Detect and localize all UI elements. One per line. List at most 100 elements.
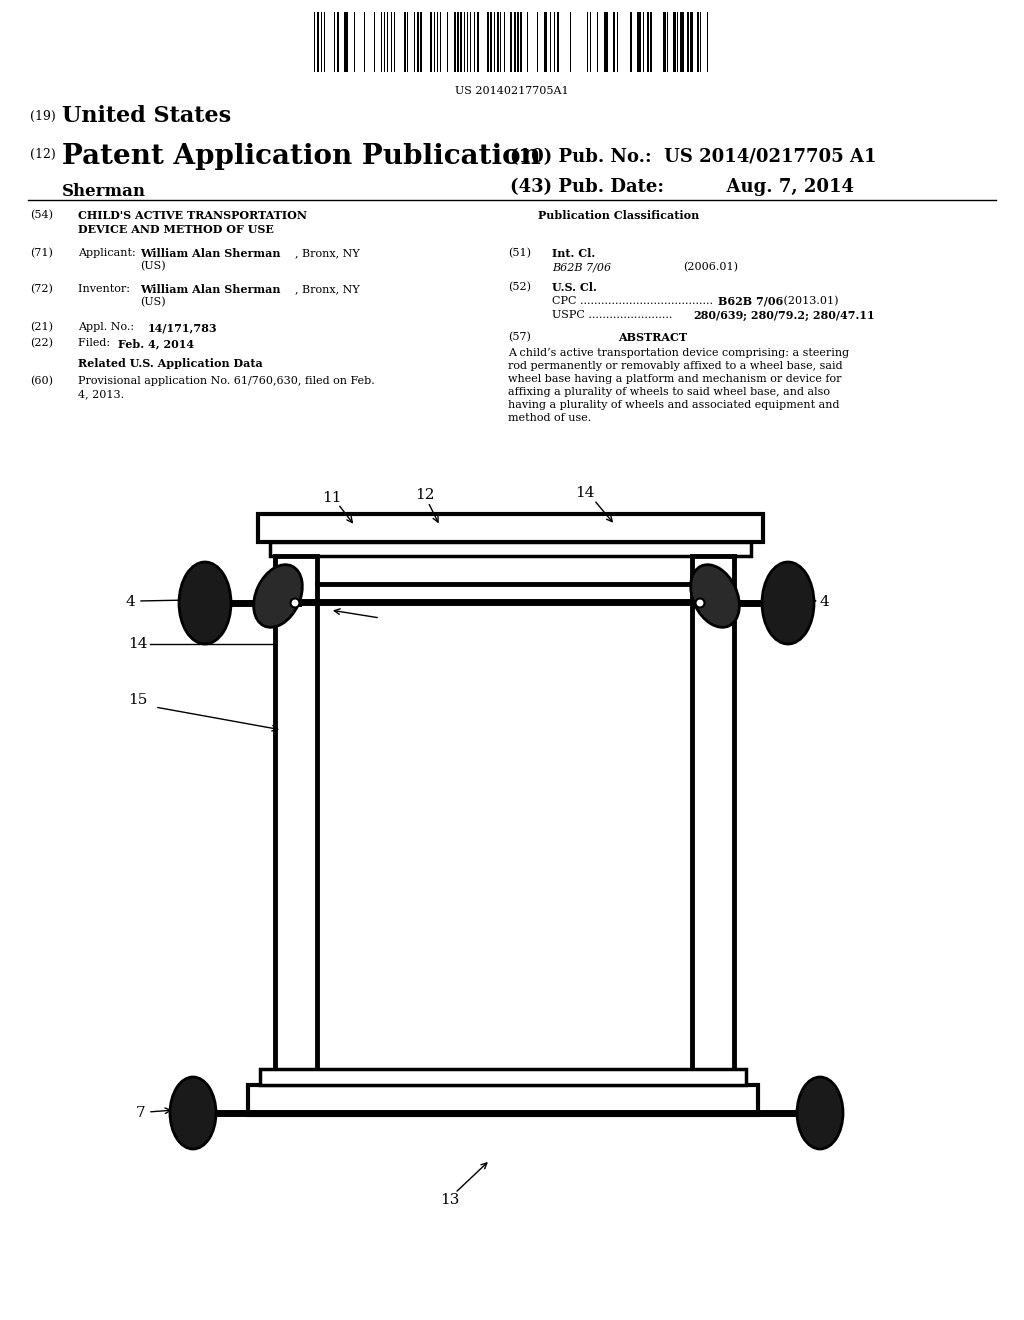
Text: (22): (22) bbox=[30, 338, 53, 348]
Text: CHILD'S ACTIVE TRANSPORTATION: CHILD'S ACTIVE TRANSPORTATION bbox=[78, 210, 307, 220]
Bar bbox=[434, 12, 435, 73]
Text: (54): (54) bbox=[30, 210, 53, 220]
Text: Int. Cl.: Int. Cl. bbox=[552, 248, 595, 259]
Text: 13: 13 bbox=[440, 1193, 460, 1206]
Text: rod permanently or removably affixed to a wheel base, said: rod permanently or removably affixed to … bbox=[508, 360, 843, 371]
Bar bbox=[394, 12, 395, 73]
Bar bbox=[437, 12, 438, 73]
Bar bbox=[270, 543, 751, 556]
Text: 7: 7 bbox=[831, 1106, 842, 1119]
Text: (43) Pub. Date:          Aug. 7, 2014: (43) Pub. Date: Aug. 7, 2014 bbox=[510, 178, 854, 197]
Bar bbox=[344, 12, 347, 73]
Bar bbox=[707, 12, 708, 73]
Bar bbox=[514, 12, 516, 73]
Ellipse shape bbox=[762, 562, 814, 644]
Text: (19): (19) bbox=[30, 110, 55, 123]
Bar bbox=[334, 12, 335, 73]
Bar bbox=[544, 12, 547, 73]
Bar bbox=[487, 12, 488, 73]
Text: (2006.01): (2006.01) bbox=[683, 261, 738, 272]
Bar bbox=[474, 12, 475, 73]
Text: Publication Classification: Publication Classification bbox=[538, 210, 699, 220]
Text: 4: 4 bbox=[125, 595, 135, 609]
Bar bbox=[692, 556, 734, 1088]
Bar bbox=[364, 12, 366, 73]
Bar bbox=[347, 12, 348, 73]
Text: , Bronx, NY: , Bronx, NY bbox=[295, 248, 359, 257]
Text: (60): (60) bbox=[30, 376, 53, 387]
Bar bbox=[520, 12, 522, 73]
Text: A child’s active transportation device comprising: a steering: A child’s active transportation device c… bbox=[508, 348, 849, 358]
Text: Provisional application No. 61/760,630, filed on Feb.: Provisional application No. 61/760,630, … bbox=[78, 376, 375, 385]
Bar bbox=[324, 12, 326, 73]
Text: (US): (US) bbox=[140, 261, 166, 272]
Text: 11: 11 bbox=[322, 491, 341, 506]
Bar bbox=[497, 12, 499, 73]
Bar bbox=[677, 12, 678, 73]
Bar bbox=[554, 12, 555, 73]
Bar bbox=[430, 12, 432, 73]
Text: having a plurality of wheels and associated equipment and: having a plurality of wheels and associa… bbox=[508, 400, 840, 411]
Bar bbox=[490, 12, 493, 73]
Text: William Alan Sherman: William Alan Sherman bbox=[140, 284, 281, 294]
Text: affixing a plurality of wheels to said wheel base, and also: affixing a plurality of wheels to said w… bbox=[508, 387, 830, 397]
Text: William Alan Sherman: William Alan Sherman bbox=[140, 248, 281, 259]
Text: 14: 14 bbox=[128, 638, 148, 651]
Text: (US): (US) bbox=[140, 297, 166, 308]
Bar bbox=[607, 12, 608, 73]
Text: Feb. 4, 2014: Feb. 4, 2014 bbox=[118, 338, 195, 348]
Text: B62B 7/06: B62B 7/06 bbox=[718, 296, 783, 308]
Bar bbox=[664, 12, 667, 73]
Text: (71): (71) bbox=[30, 248, 53, 259]
Text: Related U.S. Application Data: Related U.S. Application Data bbox=[78, 358, 263, 370]
Ellipse shape bbox=[797, 1077, 843, 1148]
Bar bbox=[603, 12, 606, 73]
Text: 7: 7 bbox=[135, 1106, 145, 1119]
Text: Sherman: Sherman bbox=[62, 183, 146, 201]
Bar bbox=[504, 12, 505, 73]
Bar bbox=[461, 12, 462, 73]
Bar bbox=[650, 12, 652, 73]
Text: ; 280/79.2; 280/47.11: ; 280/79.2; 280/47.11 bbox=[743, 310, 874, 321]
Bar bbox=[457, 12, 459, 73]
Bar bbox=[454, 12, 456, 73]
Text: DEVICE AND METHOD OF USE: DEVICE AND METHOD OF USE bbox=[78, 224, 273, 235]
Text: (57): (57) bbox=[508, 333, 530, 342]
Text: 4, 2013.: 4, 2013. bbox=[78, 389, 124, 399]
Text: CPC ......................................: CPC ....................................… bbox=[552, 296, 713, 306]
Bar bbox=[321, 12, 323, 73]
Bar bbox=[613, 12, 615, 73]
Text: (51): (51) bbox=[508, 248, 531, 259]
Bar bbox=[403, 12, 406, 73]
Bar bbox=[587, 12, 588, 73]
Text: 4: 4 bbox=[820, 595, 829, 609]
Text: (21): (21) bbox=[30, 322, 53, 333]
Ellipse shape bbox=[291, 598, 299, 607]
Text: 14: 14 bbox=[575, 486, 595, 500]
Text: Inventor:: Inventor: bbox=[78, 284, 137, 294]
Bar bbox=[337, 12, 339, 73]
Text: (52): (52) bbox=[508, 282, 531, 292]
Text: (12): (12) bbox=[30, 148, 55, 161]
Bar bbox=[421, 12, 422, 73]
Bar bbox=[275, 556, 317, 1088]
Text: Filed:: Filed: bbox=[78, 338, 128, 348]
Text: (72): (72) bbox=[30, 284, 53, 294]
Text: US 20140217705A1: US 20140217705A1 bbox=[456, 86, 568, 96]
Bar bbox=[537, 12, 539, 73]
Bar bbox=[381, 12, 382, 73]
Bar bbox=[260, 1069, 746, 1085]
Text: (10) Pub. No.:  US 2014/0217705 A1: (10) Pub. No.: US 2014/0217705 A1 bbox=[510, 148, 877, 166]
Bar bbox=[647, 12, 649, 73]
Bar bbox=[680, 12, 683, 73]
Bar bbox=[494, 12, 496, 73]
Ellipse shape bbox=[695, 598, 705, 607]
Bar bbox=[527, 12, 528, 73]
Bar bbox=[557, 12, 559, 73]
Bar bbox=[690, 12, 693, 73]
Bar bbox=[354, 12, 355, 73]
Text: wheel base having a platform and mechanism or device for: wheel base having a platform and mechani… bbox=[508, 374, 842, 384]
Text: 12: 12 bbox=[415, 488, 434, 502]
Text: Patent Application Publication: Patent Application Publication bbox=[62, 143, 541, 170]
Bar bbox=[696, 12, 698, 73]
